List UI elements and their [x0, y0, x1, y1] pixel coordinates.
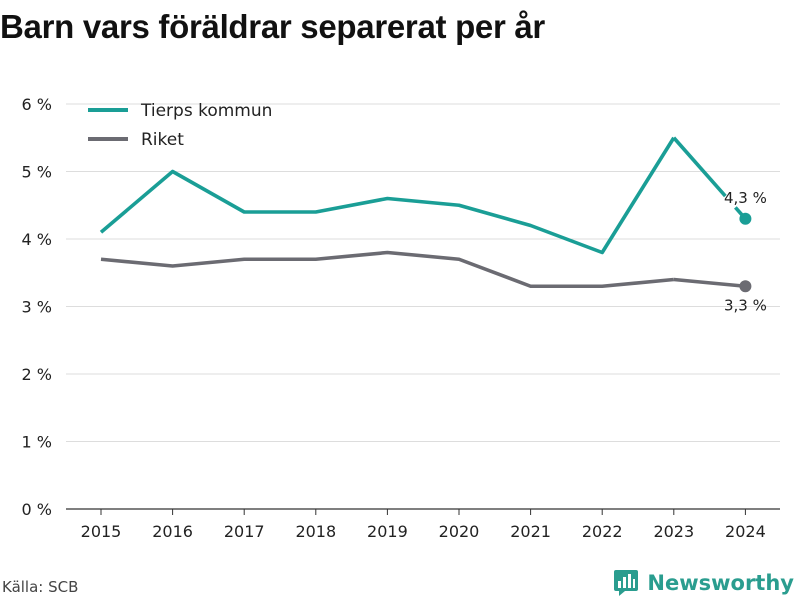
- series-line-1: [99, 136, 676, 255]
- legend: Tierps kommun Riket: [88, 101, 272, 150]
- source-note: Källa: SCB: [2, 578, 79, 596]
- x-axis-ticks: 2015 2016 2017 2018 2019 2020 2021 2022 2023 2024: [81, 509, 766, 541]
- x-tick-label: 2022: [582, 522, 623, 541]
- newsworthy-logo-icon: [614, 570, 639, 596]
- y-tick-label: 2 %: [22, 365, 52, 384]
- x-tick-label: 2019: [367, 522, 408, 541]
- series-endpoint-marker: [739, 212, 752, 225]
- x-tick-label: 2017: [224, 522, 265, 541]
- x-tick-label: 2015: [81, 522, 122, 541]
- y-tick-label: 3 %: [22, 298, 52, 317]
- series-line-tail: [673, 277, 746, 289]
- y-axis-ticks: 0 % 1 % 2 % 3 % 4 % 5 % 6 %: [22, 95, 52, 519]
- x-tick-label: 2018: [295, 522, 336, 541]
- brand-name: Newsworthy: [647, 571, 794, 595]
- last-value-label: 3,3 %: [724, 296, 767, 314]
- brand-logo: Newsworthy: [613, 569, 794, 597]
- legend-label: Riket: [141, 130, 184, 150]
- series-lines: 4,3 % 3,3 %: [99, 136, 767, 314]
- y-tick-label: 6 %: [22, 95, 52, 114]
- y-tick-label: 1 %: [22, 433, 52, 452]
- last-value-label: 4,3 %: [724, 189, 767, 207]
- series-line-tail: [672, 136, 727, 198]
- x-tick-label: 2021: [510, 522, 551, 541]
- x-tick-label: 2023: [653, 522, 694, 541]
- y-tick-label: 5 %: [22, 163, 52, 182]
- x-tick-label: 2016: [152, 522, 193, 541]
- x-tick-label: 2024: [725, 522, 766, 541]
- legend-label: Tierps kommun: [140, 101, 272, 121]
- series-line-2: [100, 250, 674, 289]
- y-tick-label: 4 %: [22, 230, 52, 249]
- x-tick-label: 2020: [439, 522, 480, 541]
- series-endpoint-marker: [739, 280, 752, 293]
- gridlines: [66, 103, 780, 510]
- chart-title: Barn vars föräldrar separerat per år: [0, 8, 545, 45]
- y-tick-label: 0 %: [22, 500, 52, 519]
